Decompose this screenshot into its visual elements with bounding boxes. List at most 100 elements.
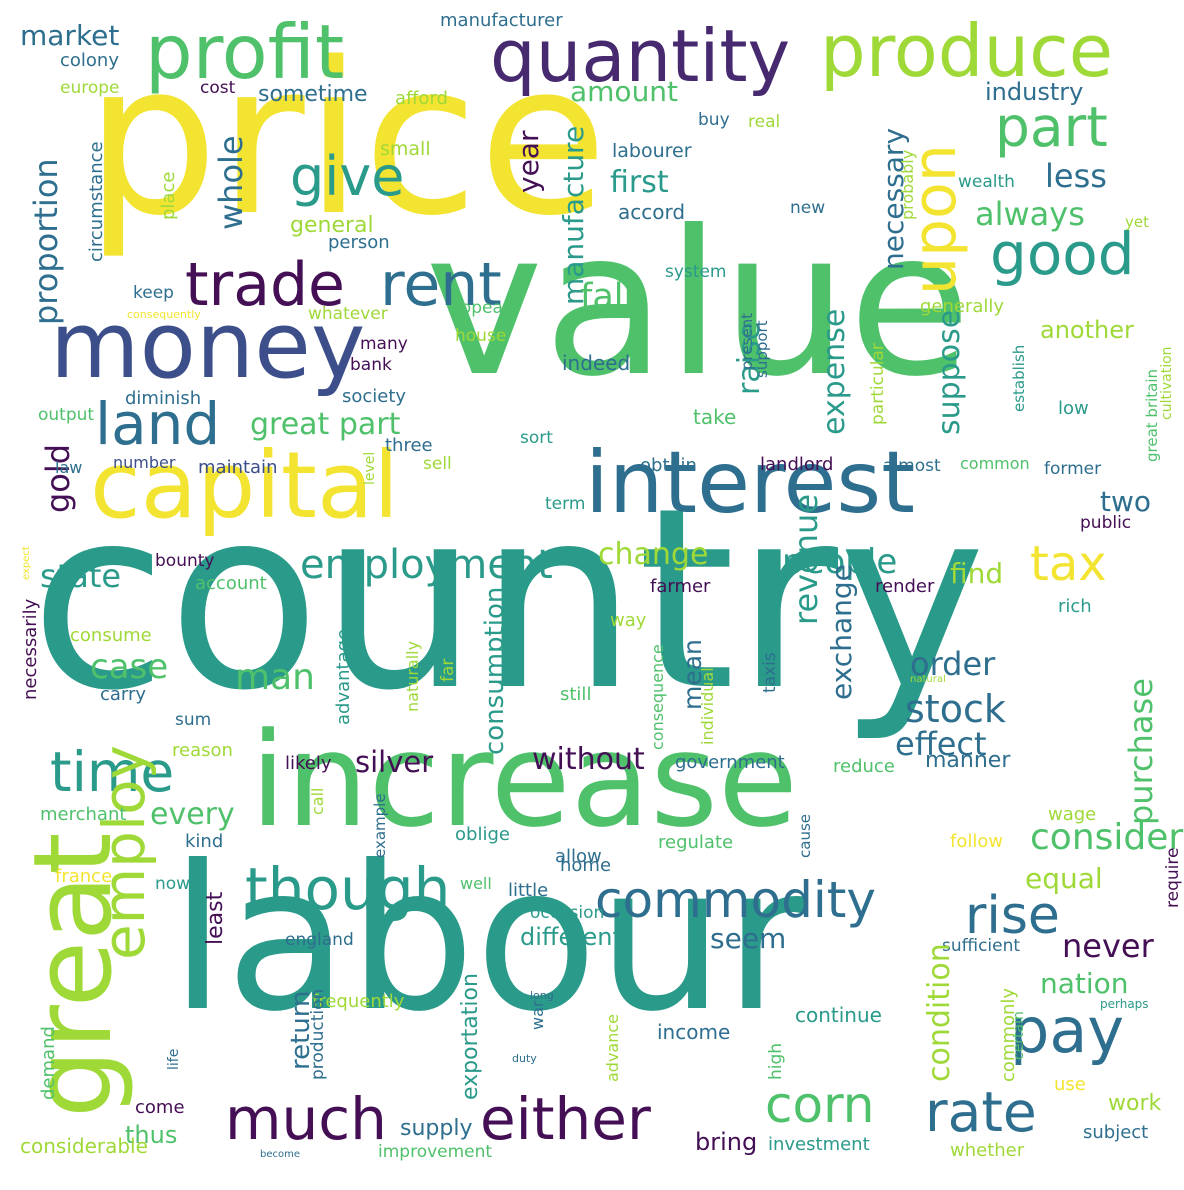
word-carry: carry	[100, 684, 147, 705]
word-public: public	[1080, 513, 1132, 533]
word-naturally: naturally	[403, 640, 422, 712]
word-land: land	[95, 390, 221, 458]
word-commodity: commodity	[595, 871, 876, 929]
word-first: first	[610, 165, 669, 200]
word-become: become	[260, 1149, 301, 1160]
word-fall: fall	[580, 277, 634, 317]
word-many: many	[360, 334, 408, 354]
word-reduce: reduce	[833, 756, 895, 777]
word-much: much	[225, 1085, 387, 1153]
word-call: call	[308, 787, 327, 816]
word-part: part	[995, 95, 1108, 159]
word-landlord: landlord	[760, 454, 834, 475]
word-keep: keep	[133, 283, 174, 303]
word-expense: expense	[817, 308, 852, 435]
word-far: far	[438, 658, 458, 682]
word-state: state	[40, 557, 122, 595]
word-equal: equal	[1025, 862, 1103, 895]
word-continue: continue	[795, 1003, 882, 1027]
word-follow: follow	[950, 831, 1004, 852]
word-effect: effect	[895, 725, 987, 763]
word-general: general	[290, 213, 374, 238]
word-new: new	[790, 198, 826, 218]
word-system: system	[665, 262, 727, 282]
word-government: government	[675, 752, 785, 773]
word-without: without	[532, 742, 645, 777]
word-consume: consume	[70, 625, 152, 646]
word-consumption: consumption	[480, 586, 510, 755]
word-nation: nation	[1040, 967, 1129, 1000]
word-now: now	[155, 874, 191, 894]
word-require: require	[1163, 847, 1183, 908]
word-take: take	[693, 405, 737, 429]
word-rise: rise	[965, 886, 1060, 946]
word-little: little	[508, 880, 549, 901]
word-former: former	[1044, 459, 1102, 479]
word-well: well	[460, 874, 492, 893]
word-work: work	[1108, 1091, 1162, 1116]
word-generally: generally	[920, 296, 1005, 317]
word-capital: capital	[90, 432, 399, 539]
word-appear: appear	[450, 298, 510, 318]
word-either: either	[480, 1085, 651, 1153]
word-change: change	[598, 537, 709, 572]
word-merchant: merchant	[40, 804, 127, 825]
word-sometime: sometime	[258, 82, 368, 107]
word-never: never	[1062, 927, 1154, 965]
word-employ: employ	[90, 745, 158, 960]
word-advantage: advantage	[333, 628, 354, 725]
word-less: less	[1045, 157, 1107, 195]
word-cost: cost	[200, 78, 236, 98]
word-manufacturer: manufacturer	[440, 10, 563, 31]
word-trade: trade	[185, 250, 345, 320]
word-establish: establish	[1010, 344, 1028, 412]
word-common: common	[960, 454, 1030, 473]
word-taxis: taxis	[760, 652, 780, 693]
word-bank: bank	[350, 355, 392, 375]
word-increase: increase	[250, 704, 798, 856]
word-seem: seem	[710, 922, 787, 955]
word-income: income	[657, 1020, 731, 1044]
word-gold: gold	[39, 443, 77, 513]
word-frequently: frequently	[312, 991, 405, 1012]
word-yet: yet	[1125, 213, 1149, 231]
word-war: war	[528, 1000, 547, 1030]
word-interest: interest	[585, 433, 915, 533]
word-sell: sell	[423, 454, 452, 474]
word-corn: corn	[765, 1076, 875, 1134]
word-exportation: exportation	[458, 973, 483, 1100]
word-time: time	[50, 740, 175, 804]
word-money: money	[50, 292, 366, 399]
word-occasion: occasion	[530, 903, 605, 923]
word-revenue: revenue	[787, 493, 825, 625]
word-render: render	[875, 576, 935, 597]
word-whether: whether	[950, 1140, 1025, 1161]
word-sort: sort	[520, 428, 553, 448]
word-maintain: maintain	[198, 457, 278, 478]
word-give: give	[290, 145, 405, 208]
word-different: different	[520, 923, 622, 951]
word-thus: thus	[125, 1121, 178, 1149]
word-england: england	[285, 930, 354, 950]
word-likely: likely	[285, 753, 332, 774]
word-long: long	[530, 989, 554, 1002]
word-considerable: considerable	[20, 1134, 148, 1158]
word-consequently: consequently	[127, 308, 201, 321]
word-bring: bring	[695, 1128, 758, 1156]
word-consider: consider	[1030, 817, 1184, 858]
word-place: place	[158, 171, 179, 220]
word-support: support	[753, 320, 771, 378]
word-person: person	[328, 232, 390, 253]
word-manner: manner	[925, 748, 1011, 773]
word-rich: rich	[1058, 596, 1092, 617]
word-rent: rent	[380, 250, 502, 320]
word-sum: sum	[175, 710, 212, 730]
word-employment: employment	[300, 542, 553, 588]
word-europe: europe	[60, 78, 120, 98]
word-price: price	[85, 17, 608, 262]
word-level: level	[362, 451, 378, 485]
word-low: low	[1058, 398, 1089, 419]
word-industry: industry	[985, 78, 1084, 106]
word-every: every	[150, 797, 235, 832]
word-come: come	[135, 1097, 185, 1118]
